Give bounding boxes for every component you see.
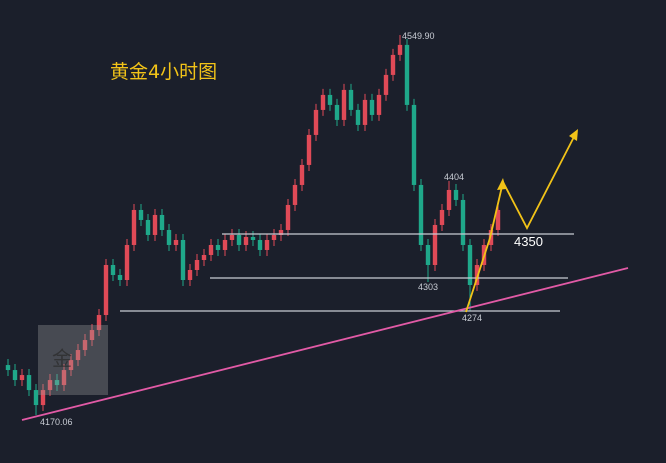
watermark-box	[38, 325, 108, 395]
candle-body	[159, 214, 165, 230]
candle-body	[362, 99, 368, 125]
candle-body	[145, 219, 151, 235]
candle-body	[292, 184, 298, 205]
trend-line	[21, 267, 629, 421]
candle-body	[222, 239, 228, 250]
candle-body	[467, 244, 473, 286]
watermark: 金	[52, 347, 72, 371]
arrow-head	[497, 178, 506, 190]
candle-body	[173, 239, 179, 245]
candle-body	[453, 189, 459, 200]
candle-body	[5, 365, 11, 371]
candle-body	[348, 89, 354, 110]
annotation: 4170.06	[40, 417, 73, 427]
candle-body	[446, 189, 452, 210]
candle-body	[271, 234, 277, 240]
candle-body	[201, 254, 207, 260]
candle-body	[215, 244, 221, 250]
candle-body	[194, 259, 200, 270]
candle-body	[103, 264, 109, 316]
candle-body	[236, 234, 242, 245]
candle-body	[257, 239, 263, 250]
candle-body	[33, 390, 39, 406]
candle-body	[208, 244, 214, 255]
candle-body	[96, 315, 102, 331]
candle-body	[131, 209, 137, 245]
annotation: 4303	[418, 282, 438, 292]
candle-body	[278, 229, 284, 235]
candle-body	[341, 89, 347, 120]
candle-body	[110, 264, 116, 276]
candle-body	[425, 244, 431, 265]
candle-body	[61, 370, 67, 386]
candle-body	[306, 134, 312, 165]
candle-body	[334, 104, 340, 120]
candle-body	[320, 94, 326, 110]
candle-body	[166, 229, 172, 245]
candle-body	[460, 199, 466, 245]
candle-body	[390, 54, 396, 75]
candle-body	[474, 264, 480, 286]
annotation: 4274	[462, 313, 482, 323]
candle-body	[180, 239, 186, 281]
arrow-head	[569, 129, 578, 141]
candle-body	[250, 236, 256, 240]
candle-body	[68, 360, 74, 371]
candle-body	[82, 340, 88, 351]
candle-body	[355, 109, 361, 125]
candle-body	[404, 44, 410, 105]
chart-title: 黄金4小时图	[110, 61, 217, 83]
candle-body	[383, 74, 389, 95]
annotation: 4549.90	[402, 31, 435, 41]
candle-body	[124, 244, 130, 281]
candle-body	[313, 109, 319, 135]
candle-body	[397, 44, 403, 55]
candle-body	[418, 184, 424, 245]
candle-body	[152, 214, 158, 235]
candle-body	[285, 204, 291, 230]
candle-body	[369, 99, 375, 115]
candle-body	[89, 330, 95, 341]
candle-body	[54, 380, 60, 386]
candle-body	[40, 390, 46, 406]
annotation: 4350	[514, 234, 543, 249]
annotation: 4404	[444, 172, 464, 182]
candle-body	[47, 380, 53, 391]
candle-body	[26, 375, 32, 391]
candle-body	[138, 209, 144, 220]
candle-body	[411, 104, 417, 185]
candle-body	[19, 375, 25, 381]
candle-body	[229, 234, 235, 240]
candle-body	[187, 269, 193, 281]
candle-body	[75, 350, 81, 361]
candle-body	[243, 236, 249, 245]
candle-body	[264, 239, 270, 250]
candle-body	[495, 209, 501, 230]
candle-body	[327, 94, 333, 105]
candle-body	[117, 275, 123, 281]
candle-body	[12, 370, 18, 381]
candle-body	[439, 209, 445, 225]
candle-body	[299, 164, 305, 185]
candle-body	[432, 224, 438, 265]
candle-body	[376, 94, 382, 115]
